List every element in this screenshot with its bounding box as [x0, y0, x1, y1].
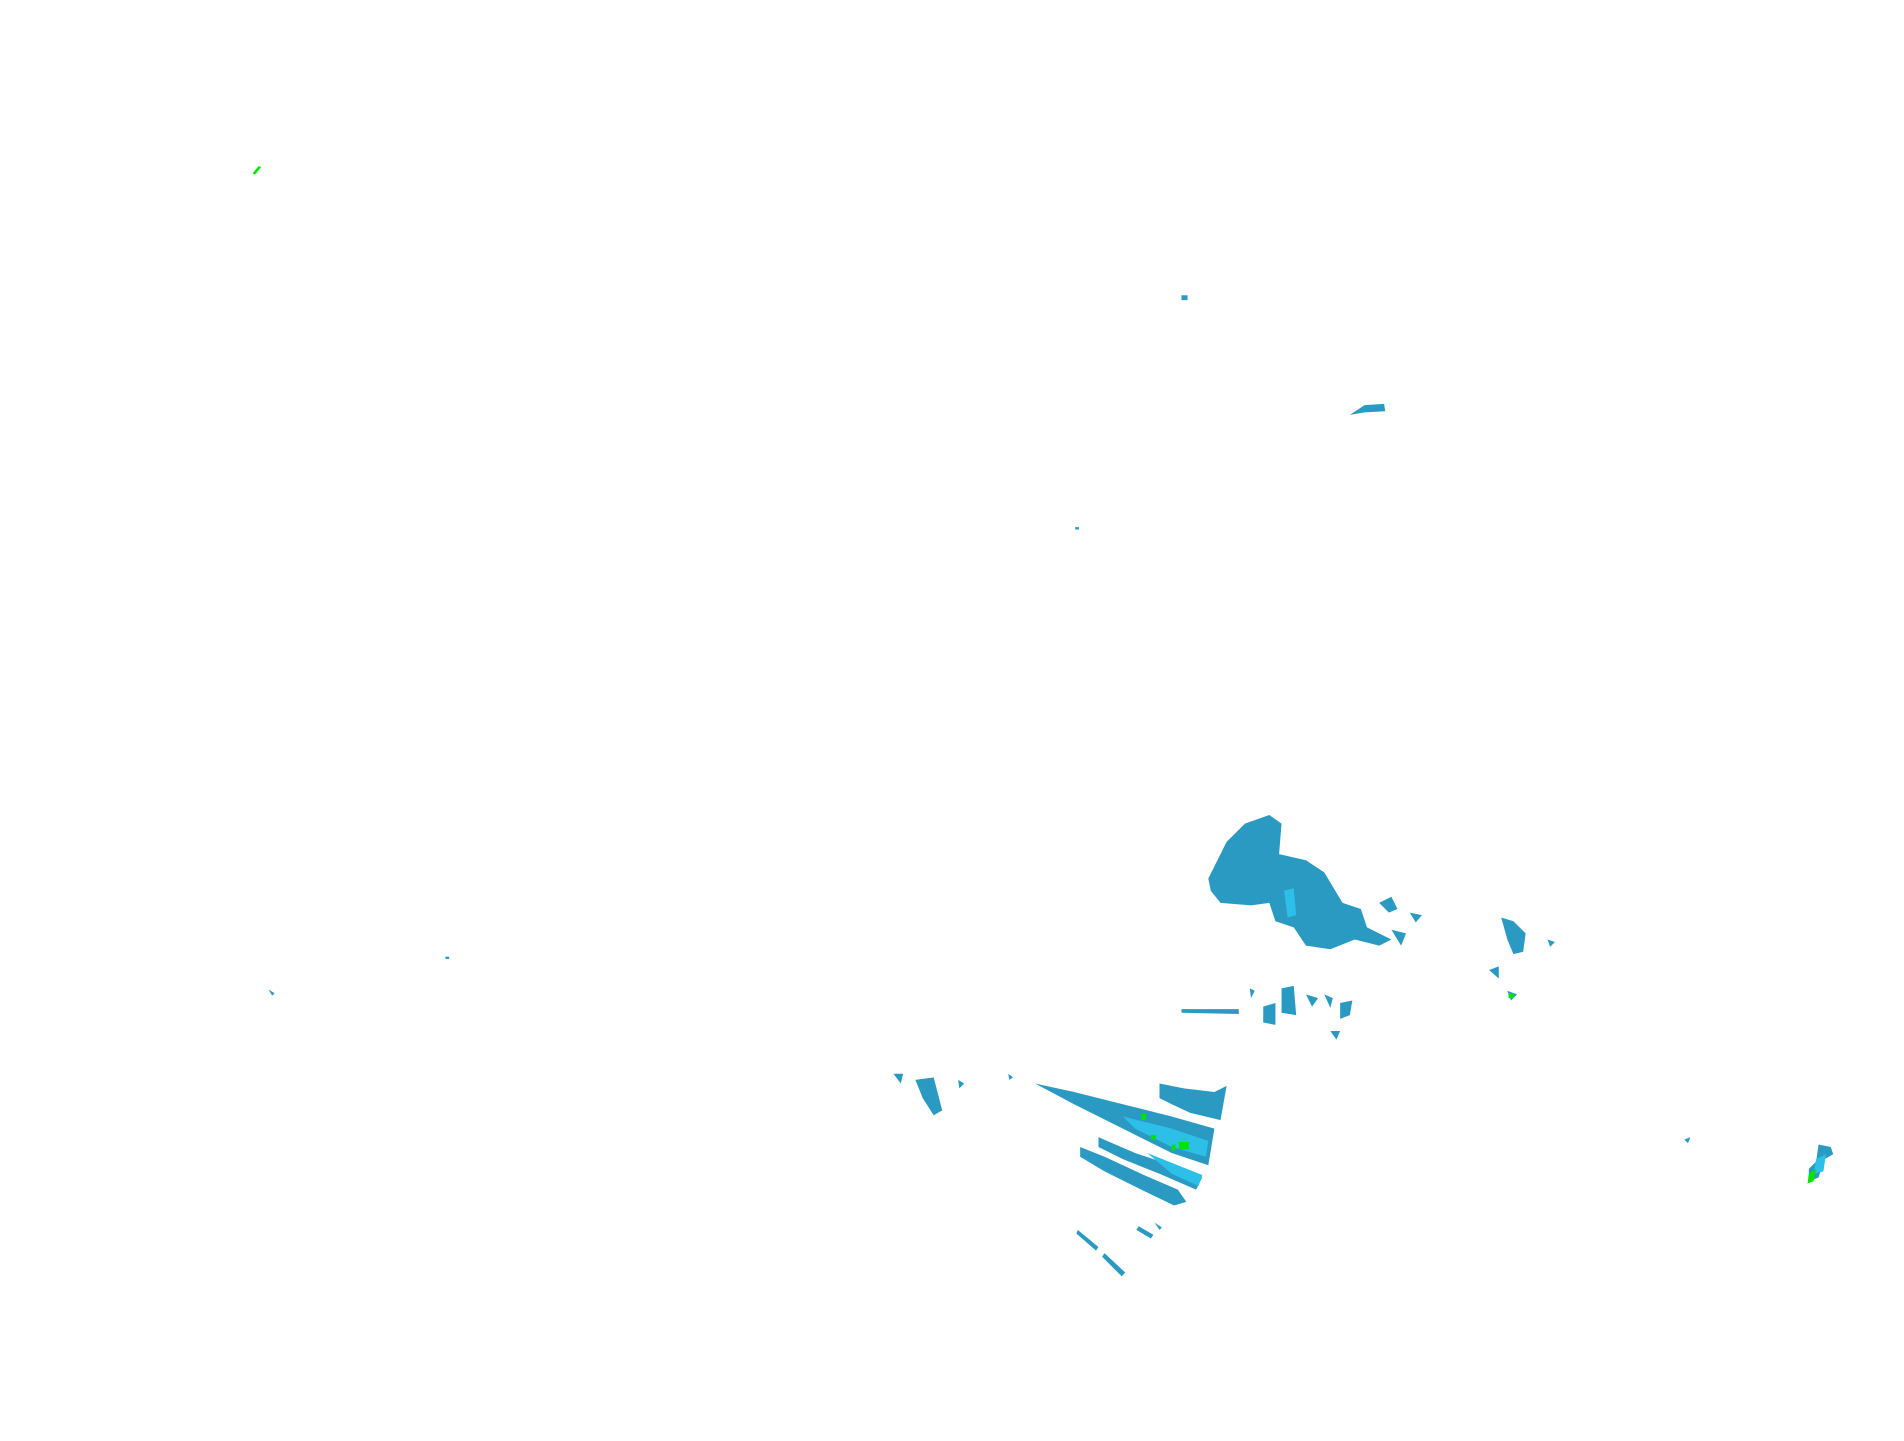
echo-cluster	[1379, 896, 1422, 946]
echo-core	[1147, 1153, 1203, 1186]
echo-streak	[1076, 1222, 1162, 1277]
echo-peak	[1179, 1142, 1189, 1150]
echo-core	[1283, 888, 1297, 918]
echo-cell	[268, 989, 275, 996]
echo-line	[1181, 1009, 1239, 1014]
echo-peak	[1508, 993, 1514, 999]
echo-cell	[1075, 527, 1079, 530]
echo-cluster	[1208, 815, 1392, 950]
echo-low-layer	[268, 295, 1834, 1277]
echo-block	[1159, 1083, 1227, 1121]
echo-cluster	[893, 1073, 1014, 1116]
echo-cell	[1181, 295, 1188, 301]
echo-peak	[1150, 1134, 1156, 1140]
echo-core	[1813, 1154, 1826, 1174]
echo-peak	[1807, 1168, 1817, 1184]
echo-peak	[1171, 1144, 1176, 1151]
echo-high-layer	[252, 165, 1817, 1184]
echo-peak	[252, 165, 262, 175]
echo-cell	[1349, 403, 1386, 415]
echo-peak	[1141, 1113, 1147, 1121]
echo-band	[1098, 1137, 1203, 1190]
echo-band	[1080, 1146, 1187, 1206]
echo-cluster	[1489, 917, 1555, 1001]
echo-cluster	[1249, 985, 1353, 1040]
echo-cell	[1684, 1137, 1691, 1144]
echo-cell	[445, 956, 450, 960]
echo-medium-layer	[1122, 888, 1826, 1186]
